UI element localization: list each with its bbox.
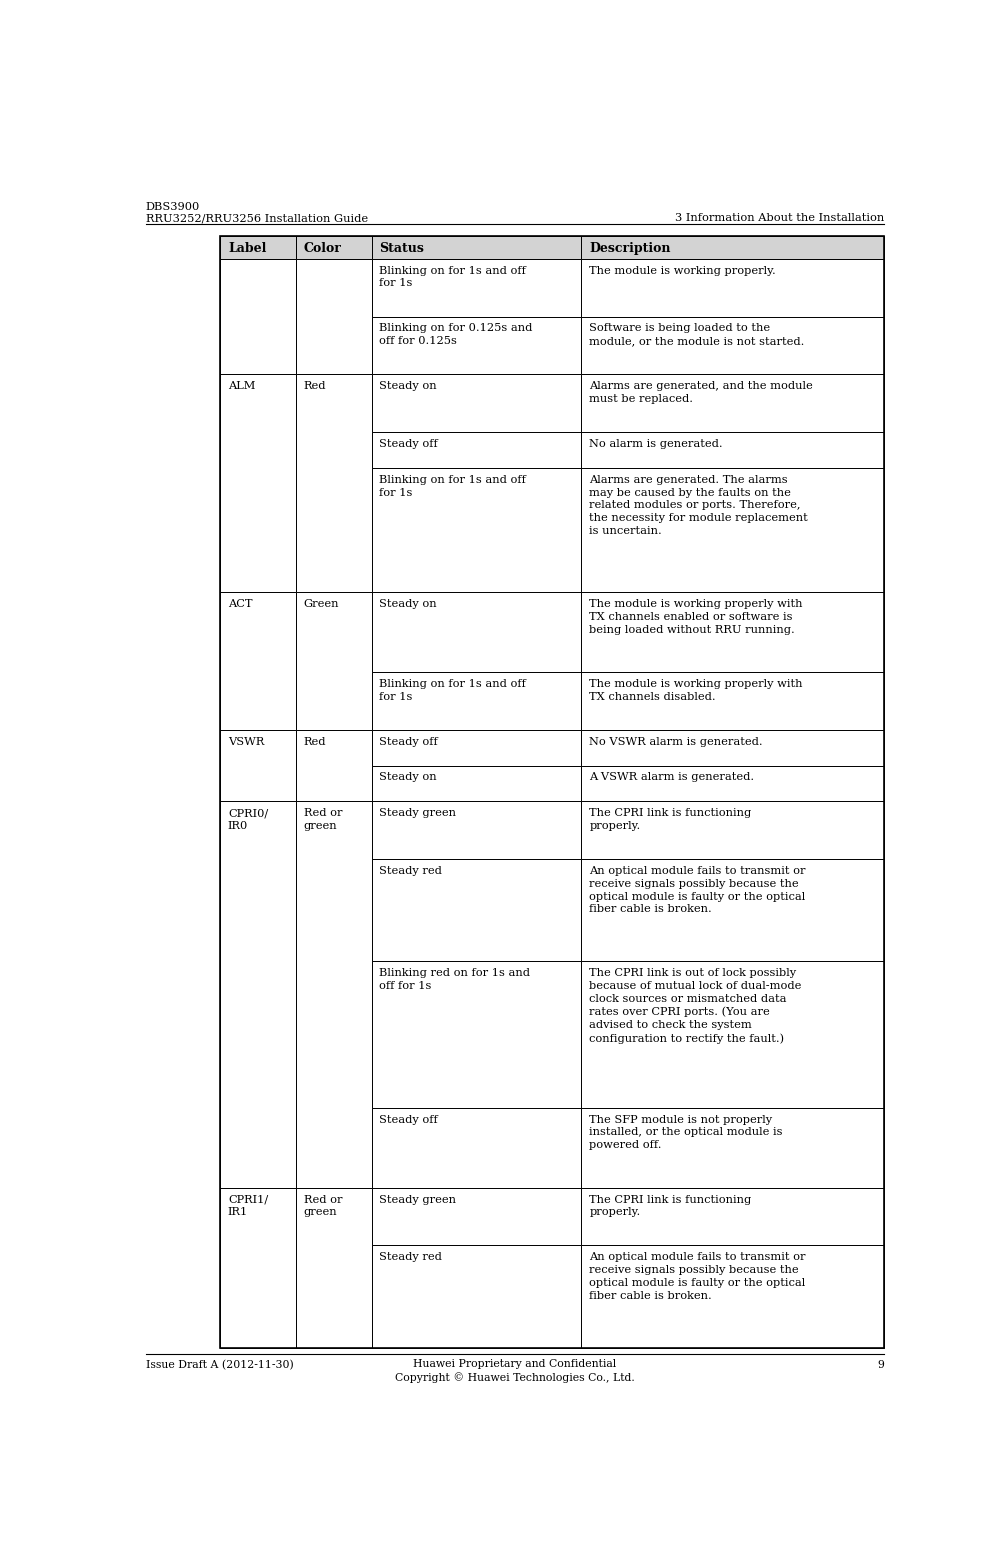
Text: RRU3252/RRU3256 Installation Guide: RRU3252/RRU3256 Installation Guide bbox=[146, 213, 368, 224]
Bar bbox=[220, 1187, 295, 1347]
Bar bbox=[372, 592, 582, 672]
Text: Blinking on for 1s and off
for 1s: Blinking on for 1s and off for 1s bbox=[379, 474, 527, 498]
Text: Software is being loaded to the
module, or the module is not started.: Software is being loaded to the module, … bbox=[589, 324, 805, 346]
Bar bbox=[372, 860, 582, 962]
Bar bbox=[295, 802, 372, 1187]
Text: VSWR: VSWR bbox=[228, 738, 264, 747]
Bar bbox=[295, 235, 372, 258]
Text: The CPRI link is out of lock possibly
because of mutual lock of dual-mode
clock : The CPRI link is out of lock possibly be… bbox=[589, 968, 802, 1043]
Bar bbox=[295, 258, 372, 374]
Bar bbox=[372, 316, 582, 374]
Text: Steady off: Steady off bbox=[379, 1115, 438, 1124]
Text: Blinking on for 1s and off
for 1s: Blinking on for 1s and off for 1s bbox=[379, 266, 527, 288]
Text: A VSWR alarm is generated.: A VSWR alarm is generated. bbox=[589, 772, 755, 783]
Bar bbox=[372, 672, 582, 730]
Text: Blinking red on for 1s and
off for 1s: Blinking red on for 1s and off for 1s bbox=[379, 968, 531, 991]
Bar bbox=[295, 592, 372, 730]
Bar bbox=[372, 468, 582, 592]
Bar bbox=[220, 235, 884, 1347]
Bar bbox=[582, 766, 884, 802]
Bar bbox=[582, 1107, 884, 1187]
Text: Huawei Proprietary and Confidential: Huawei Proprietary and Confidential bbox=[413, 1359, 617, 1369]
Text: Label: Label bbox=[228, 243, 266, 255]
Text: 3 Information About the Installation: 3 Information About the Installation bbox=[675, 213, 884, 224]
Text: Status: Status bbox=[379, 243, 424, 255]
Bar bbox=[582, 432, 884, 468]
Bar bbox=[582, 672, 884, 730]
Text: Color: Color bbox=[304, 243, 342, 255]
Bar bbox=[582, 258, 884, 316]
Bar bbox=[220, 802, 295, 1187]
Text: The module is working properly with
TX channels enabled or software is
being loa: The module is working properly with TX c… bbox=[589, 600, 803, 634]
Bar bbox=[220, 374, 295, 592]
Bar bbox=[372, 235, 582, 258]
Bar bbox=[582, 1187, 884, 1245]
Bar bbox=[372, 766, 582, 802]
Text: Red: Red bbox=[304, 738, 327, 747]
Bar bbox=[372, 1245, 582, 1347]
Text: The SFP module is not properly
installed, or the optical module is
powered off.: The SFP module is not properly installed… bbox=[589, 1115, 783, 1149]
Text: ALM: ALM bbox=[228, 381, 255, 392]
Text: Copyright © Huawei Technologies Co., Ltd.: Copyright © Huawei Technologies Co., Ltd… bbox=[395, 1372, 635, 1383]
Bar bbox=[372, 1187, 582, 1245]
Bar bbox=[582, 592, 884, 672]
Bar bbox=[295, 1187, 372, 1347]
Bar bbox=[582, 962, 884, 1107]
Bar bbox=[582, 860, 884, 962]
Text: Steady off: Steady off bbox=[379, 738, 438, 747]
Text: Steady on: Steady on bbox=[379, 381, 437, 392]
Bar bbox=[372, 432, 582, 468]
Bar bbox=[582, 316, 884, 374]
Text: No alarm is generated.: No alarm is generated. bbox=[589, 438, 723, 449]
Bar bbox=[582, 235, 884, 258]
Bar bbox=[372, 962, 582, 1107]
Bar bbox=[582, 730, 884, 766]
Text: An optical module fails to transmit or
receive signals possibly because the
opti: An optical module fails to transmit or r… bbox=[589, 866, 806, 915]
Bar bbox=[372, 374, 582, 432]
Bar bbox=[220, 730, 295, 802]
Bar bbox=[372, 802, 582, 860]
Text: Steady red: Steady red bbox=[379, 866, 442, 875]
Text: ACT: ACT bbox=[228, 600, 252, 609]
Text: Steady on: Steady on bbox=[379, 600, 437, 609]
Text: An optical module fails to transmit or
receive signals possibly because the
opti: An optical module fails to transmit or r… bbox=[589, 1253, 806, 1301]
Bar bbox=[220, 258, 295, 374]
Text: The CPRI link is functioning
properly.: The CPRI link is functioning properly. bbox=[589, 808, 752, 832]
Bar bbox=[372, 1107, 582, 1187]
Bar bbox=[220, 592, 295, 730]
Text: Steady green: Steady green bbox=[379, 808, 456, 817]
Text: DBS3900: DBS3900 bbox=[146, 202, 200, 211]
Text: No VSWR alarm is generated.: No VSWR alarm is generated. bbox=[589, 738, 763, 747]
Text: Issue Draft A (2012-11-30): Issue Draft A (2012-11-30) bbox=[146, 1359, 293, 1370]
Text: The module is working properly with
TX channels disabled.: The module is working properly with TX c… bbox=[589, 680, 803, 702]
Bar bbox=[582, 802, 884, 860]
Text: Blinking on for 1s and off
for 1s: Blinking on for 1s and off for 1s bbox=[379, 680, 527, 702]
Text: Blinking on for 0.125s and
off for 0.125s: Blinking on for 0.125s and off for 0.125… bbox=[379, 324, 533, 346]
Bar bbox=[372, 730, 582, 766]
Bar bbox=[220, 235, 295, 258]
Text: Red or
green: Red or green bbox=[304, 808, 342, 832]
Bar bbox=[582, 1245, 884, 1347]
Text: CPRI0/
IR0: CPRI0/ IR0 bbox=[228, 808, 268, 832]
Text: Alarms are generated, and the module
must be replaced.: Alarms are generated, and the module mus… bbox=[589, 381, 813, 404]
Bar bbox=[582, 374, 884, 432]
Text: Steady red: Steady red bbox=[379, 1253, 442, 1262]
Text: Red or
green: Red or green bbox=[304, 1195, 342, 1217]
Text: 9: 9 bbox=[877, 1359, 884, 1370]
Text: CPRI1/
IR1: CPRI1/ IR1 bbox=[228, 1195, 268, 1217]
Text: Alarms are generated. The alarms
may be caused by the faults on the
related modu: Alarms are generated. The alarms may be … bbox=[589, 474, 808, 536]
Bar bbox=[295, 374, 372, 592]
Text: Green: Green bbox=[304, 600, 339, 609]
Bar bbox=[372, 258, 582, 316]
Text: The CPRI link is functioning
properly.: The CPRI link is functioning properly. bbox=[589, 1195, 752, 1217]
Bar bbox=[295, 730, 372, 802]
Text: Red: Red bbox=[304, 381, 327, 392]
Bar bbox=[582, 468, 884, 592]
Text: Steady off: Steady off bbox=[379, 438, 438, 449]
Text: Description: Description bbox=[589, 243, 670, 255]
Text: Steady on: Steady on bbox=[379, 772, 437, 783]
Text: The module is working properly.: The module is working properly. bbox=[589, 266, 776, 276]
Text: Steady green: Steady green bbox=[379, 1195, 456, 1204]
